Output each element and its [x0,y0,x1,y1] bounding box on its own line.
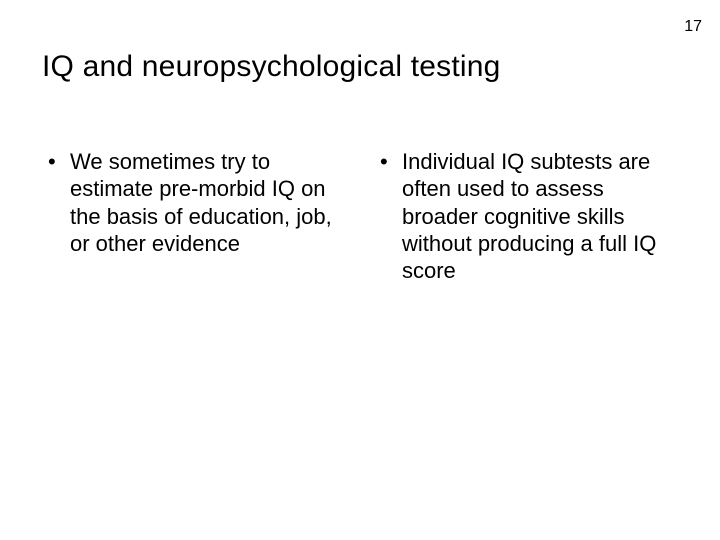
content-columns: We sometimes try to estimate pre-morbid … [42,148,678,284]
right-column: Individual IQ subtests are often used to… [374,148,678,284]
left-bullet-list: We sometimes try to estimate pre-morbid … [42,148,346,257]
left-column: We sometimes try to estimate pre-morbid … [42,148,346,284]
list-item: Individual IQ subtests are often used to… [374,148,678,284]
slide: 17 IQ and neuropsychological testing We … [0,0,720,540]
list-item: We sometimes try to estimate pre-morbid … [42,148,346,257]
page-number: 17 [684,18,702,36]
right-bullet-list: Individual IQ subtests are often used to… [374,148,678,284]
slide-title: IQ and neuropsychological testing [42,50,501,84]
